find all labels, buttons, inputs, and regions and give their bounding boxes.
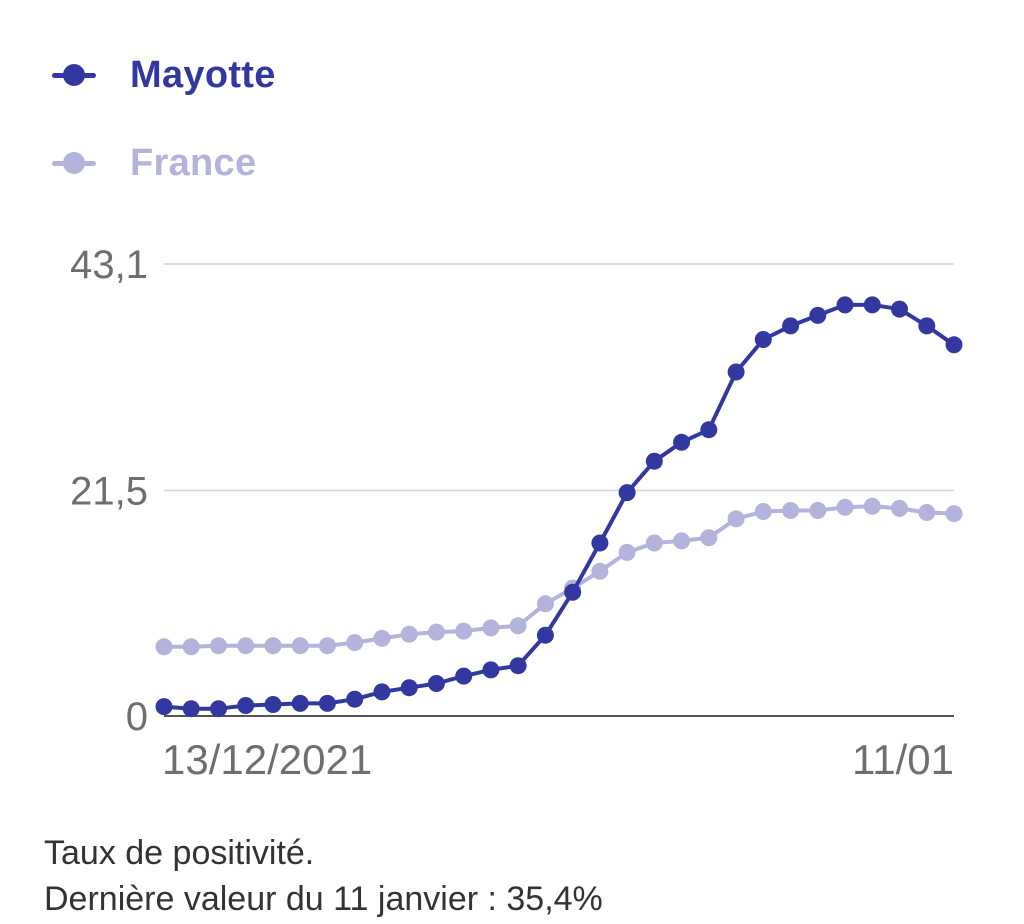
data-point-france[interactable] xyxy=(509,617,527,635)
chart-legend: Mayotte France xyxy=(52,48,276,224)
data-point-france[interactable] xyxy=(482,619,500,637)
data-point-france[interactable] xyxy=(918,504,936,521)
data-point-france[interactable] xyxy=(427,623,445,641)
legend-label-france: France xyxy=(130,141,257,184)
data-point-france[interactable] xyxy=(727,510,745,528)
legend-label-mayotte: Mayotte xyxy=(130,53,276,96)
y-tick-label: 0 xyxy=(126,695,148,739)
data-point-france[interactable] xyxy=(318,637,336,655)
data-point-mayotte[interactable] xyxy=(373,683,391,701)
data-point-france[interactable] xyxy=(782,502,800,519)
data-point-mayotte[interactable] xyxy=(400,679,418,697)
data-point-france[interactable] xyxy=(863,497,881,515)
grid-lines xyxy=(164,263,954,717)
data-point-france[interactable] xyxy=(591,562,609,580)
data-point-mayotte[interactable] xyxy=(836,296,854,314)
data-point-mayotte[interactable] xyxy=(564,583,582,601)
data-point-mayotte[interactable] xyxy=(891,300,908,318)
data-point-mayotte[interactable] xyxy=(809,306,827,324)
data-point-france[interactable] xyxy=(809,502,827,519)
data-point-mayotte[interactable] xyxy=(455,667,473,685)
legend-item-france[interactable]: France xyxy=(52,136,276,190)
data-point-mayotte[interactable] xyxy=(673,433,691,451)
y-tick-label: 43,1 xyxy=(70,243,148,287)
legend-marker-mayotte xyxy=(52,61,96,89)
data-point-mayotte[interactable] xyxy=(210,700,227,718)
data-point-mayotte[interactable] xyxy=(945,336,963,354)
data-point-france[interactable] xyxy=(210,637,227,655)
data-point-mayotte[interactable] xyxy=(346,690,364,708)
data-point-mayotte[interactable] xyxy=(618,484,636,502)
data-point-france[interactable] xyxy=(891,499,908,517)
data-point-mayotte[interactable] xyxy=(482,661,500,679)
x-tick-label-start: 13/12/2021 xyxy=(162,736,372,783)
data-point-mayotte[interactable] xyxy=(754,331,772,348)
data-point-france[interactable] xyxy=(182,638,200,656)
legend-marker-france xyxy=(52,149,96,177)
data-point-france[interactable] xyxy=(536,595,554,613)
data-point-mayotte[interactable] xyxy=(863,296,881,314)
data-point-mayotte[interactable] xyxy=(264,696,282,713)
series-layer xyxy=(155,296,963,718)
data-point-france[interactable] xyxy=(400,625,418,643)
data-point-mayotte[interactable] xyxy=(700,421,718,439)
data-point-mayotte[interactable] xyxy=(155,698,173,716)
caption-last-value: Dernière valeur du 11 janvier : 35,4% xyxy=(44,880,603,918)
series-line-france xyxy=(162,504,956,649)
data-point-mayotte[interactable] xyxy=(237,697,255,714)
data-point-france[interactable] xyxy=(754,503,772,520)
data-point-france[interactable] xyxy=(291,637,309,655)
series-mayotte xyxy=(155,296,963,718)
data-point-mayotte[interactable] xyxy=(427,675,445,692)
data-point-france[interactable] xyxy=(155,638,173,656)
data-point-mayotte[interactable] xyxy=(291,694,309,712)
data-point-france[interactable] xyxy=(945,505,963,523)
legend-item-mayotte[interactable]: Mayotte xyxy=(52,48,276,102)
chart-caption: Taux de positivité. Dernière valeur du 1… xyxy=(44,830,603,922)
data-point-france[interactable] xyxy=(645,534,663,552)
data-point-france[interactable] xyxy=(673,532,691,550)
series-france xyxy=(155,497,963,656)
data-point-france[interactable] xyxy=(373,629,391,647)
data-point-mayotte[interactable] xyxy=(782,317,800,335)
data-point-france[interactable] xyxy=(346,634,364,652)
data-point-mayotte[interactable] xyxy=(182,700,200,718)
data-point-mayotte[interactable] xyxy=(918,317,936,335)
data-point-france[interactable] xyxy=(264,637,282,655)
data-point-mayotte[interactable] xyxy=(509,657,527,675)
data-point-france[interactable] xyxy=(237,637,255,655)
data-point-france[interactable] xyxy=(836,498,854,516)
data-point-france[interactable] xyxy=(618,543,636,561)
data-point-mayotte[interactable] xyxy=(645,452,663,470)
data-point-mayotte[interactable] xyxy=(318,694,336,712)
data-point-mayotte[interactable] xyxy=(536,626,554,644)
caption-title: Taux de positivité. xyxy=(44,834,315,872)
x-tick-label-end: 11/01 xyxy=(852,736,954,783)
data-point-france[interactable] xyxy=(700,529,718,547)
data-point-mayotte[interactable] xyxy=(591,534,609,552)
axis-labels: 0 21,5 43,1 13/12/2021 11/01 xyxy=(70,243,954,783)
data-point-mayotte[interactable] xyxy=(727,363,745,381)
y-tick-label: 21,5 xyxy=(70,470,148,514)
data-point-france[interactable] xyxy=(455,622,473,640)
